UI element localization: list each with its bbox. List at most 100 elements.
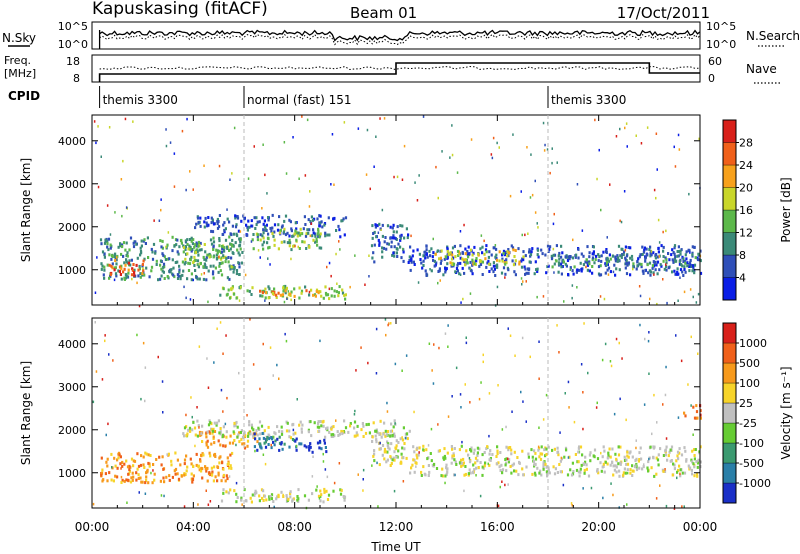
- data-cell: [288, 218, 291, 222]
- data-cell: [189, 258, 192, 262]
- data-cell: [168, 474, 171, 478]
- data-cell: [242, 214, 245, 218]
- data-cell: [292, 244, 295, 248]
- data-cell: [183, 426, 187, 430]
- data-cell: [684, 253, 687, 257]
- data-cell: [226, 276, 229, 280]
- data-cell: [644, 269, 647, 273]
- freq-strip: Freq. [MHz] 18 8 60 0 Nave: [4, 54, 782, 85]
- data-cell: [542, 463, 545, 467]
- data-cell: [184, 261, 187, 264]
- data-cell: [415, 465, 417, 468]
- data-cell: [287, 290, 290, 293]
- data-cell: [676, 454, 679, 458]
- data-cell: [512, 462, 515, 466]
- data-cell: [235, 232, 238, 236]
- data-cell: [409, 245, 412, 249]
- data-cell: [447, 252, 450, 256]
- data-cell: [106, 479, 109, 483]
- data-cell: [579, 261, 582, 265]
- data-cell: [699, 445, 702, 449]
- data-cell: [221, 247, 224, 251]
- data-cell: [248, 225, 251, 229]
- data-cell: [509, 465, 512, 468]
- data-cell: [251, 238, 254, 242]
- data-cell: [304, 285, 307, 289]
- data-cell: [211, 429, 215, 433]
- data-cell: [150, 471, 152, 475]
- data-cell: [278, 215, 281, 219]
- data-cell: [328, 233, 331, 237]
- data-cell: [678, 447, 681, 451]
- data-cell: [233, 267, 236, 271]
- data-cell: [218, 249, 221, 253]
- data-cell: [556, 450, 560, 454]
- data-cell: [316, 441, 320, 445]
- data-cell: [171, 235, 174, 239]
- data-cell: [266, 192, 268, 195]
- data-cell: [260, 424, 264, 428]
- data-cell: [356, 424, 359, 428]
- data-cell: [225, 490, 228, 494]
- data-cell: [610, 364, 613, 368]
- data-cell: [430, 247, 433, 251]
- data-cell: [693, 474, 696, 478]
- data-cell: [582, 487, 584, 490]
- data-cell: [256, 238, 259, 242]
- data-cell: [692, 295, 694, 299]
- data-cell: [582, 391, 584, 394]
- data-cell: [453, 447, 456, 450]
- data-cell: [226, 208, 228, 211]
- data-cell: [640, 262, 643, 266]
- data-cell: [259, 432, 262, 436]
- data-cell: [370, 244, 374, 248]
- data-cell: [264, 291, 267, 295]
- data-cell: [699, 409, 702, 413]
- data-cell: [165, 246, 168, 250]
- data-cell: [262, 342, 264, 346]
- data-cell: [631, 464, 634, 468]
- data-cell: [435, 165, 437, 169]
- data-cell: [495, 258, 499, 262]
- data-cell: [390, 462, 393, 465]
- data-cell: [298, 423, 301, 427]
- data-cell: [513, 450, 516, 454]
- data-cell: [322, 460, 325, 463]
- data-cell: [488, 262, 491, 266]
- data-cell: [437, 423, 439, 426]
- data-cell: [377, 505, 379, 508]
- data-cell: [406, 236, 409, 240]
- data-cell: [203, 262, 206, 266]
- data-cell: [687, 248, 690, 252]
- data-cell: [176, 458, 179, 462]
- data-cell: [394, 422, 396, 425]
- data-cell: [225, 334, 227, 337]
- data-cell: [182, 250, 185, 254]
- data-cell: [295, 444, 298, 448]
- beam-title: Beam 01: [350, 4, 417, 22]
- data-cell: [133, 271, 136, 275]
- data-cell: [234, 225, 238, 229]
- data-cell: [672, 462, 675, 466]
- data-cell: [374, 434, 377, 438]
- data-cell: [551, 448, 554, 452]
- data-cell: [315, 239, 318, 243]
- data-cell: [655, 253, 658, 256]
- data-cell: [142, 455, 145, 459]
- data-cell: [570, 502, 573, 505]
- data-cell: [378, 243, 381, 247]
- data-cell: [247, 434, 250, 438]
- data-cell: [273, 243, 276, 247]
- data-cell: [467, 255, 470, 259]
- data-cell: [451, 253, 454, 257]
- data-cell: [671, 270, 674, 274]
- data-cell: [195, 241, 198, 245]
- data-cell: [408, 259, 411, 262]
- data-cell: [475, 259, 478, 263]
- data-cell: [141, 272, 144, 275]
- data-cell: [678, 148, 681, 151]
- data-cell: [572, 470, 575, 473]
- data-cell: [422, 259, 425, 263]
- data-cell: [290, 229, 293, 233]
- data-cell: [669, 448, 672, 452]
